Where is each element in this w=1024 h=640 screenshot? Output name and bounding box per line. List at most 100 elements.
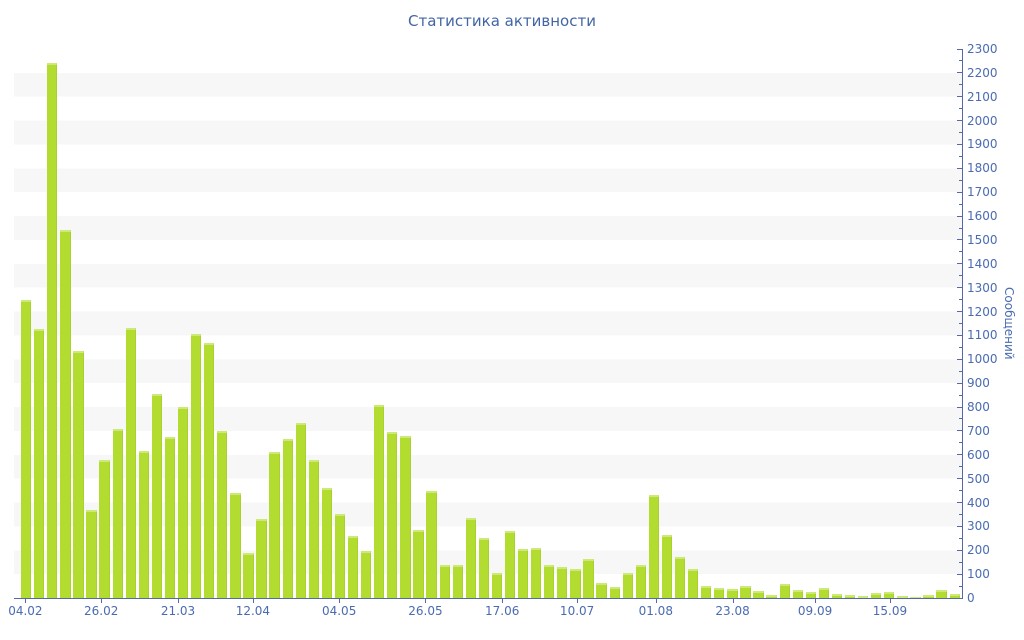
y-tick-label: 300 bbox=[967, 519, 990, 534]
y-tick-label: 0 bbox=[967, 591, 975, 605]
bar[interactable] bbox=[727, 588, 738, 598]
bar[interactable] bbox=[871, 593, 882, 598]
bar[interactable] bbox=[687, 569, 699, 598]
bar[interactable] bbox=[753, 591, 764, 598]
bar[interactable] bbox=[361, 551, 372, 598]
bar[interactable] bbox=[648, 495, 660, 598]
y-major-tick bbox=[957, 406, 962, 408]
bar[interactable] bbox=[99, 459, 110, 598]
y-tick-label: 1900 bbox=[967, 137, 998, 152]
y-minor-tick bbox=[959, 60, 962, 62]
bar[interactable] bbox=[452, 564, 463, 598]
y-tick-label: 2000 bbox=[967, 113, 998, 128]
bar[interactable] bbox=[308, 459, 319, 598]
bar[interactable] bbox=[609, 587, 620, 598]
bar[interactable] bbox=[204, 342, 215, 598]
y-minor-tick bbox=[959, 108, 962, 110]
bar[interactable] bbox=[426, 490, 437, 598]
bar[interactable] bbox=[831, 593, 843, 598]
bar[interactable] bbox=[910, 596, 921, 598]
y-minor-tick bbox=[959, 179, 962, 181]
bar[interactable] bbox=[544, 564, 555, 598]
bar[interactable] bbox=[413, 529, 424, 598]
bar[interactable] bbox=[949, 593, 960, 598]
x-tick-label: 26.02 bbox=[84, 604, 119, 618]
bar[interactable] bbox=[347, 535, 359, 598]
y-tick-label: 1100 bbox=[967, 328, 998, 343]
bar[interactable] bbox=[243, 552, 254, 598]
y-minor-tick bbox=[959, 537, 962, 539]
y-minor-tick bbox=[959, 299, 962, 301]
y-minor-tick bbox=[959, 203, 962, 205]
y-major-tick bbox=[957, 430, 962, 432]
bar[interactable] bbox=[21, 299, 32, 598]
bar[interactable] bbox=[269, 452, 280, 598]
bar[interactable] bbox=[217, 430, 228, 598]
y-tick-label: 1200 bbox=[967, 304, 998, 319]
bar[interactable] bbox=[740, 586, 751, 598]
bar[interactable] bbox=[622, 573, 633, 598]
y-tick-label: 2300 bbox=[967, 42, 998, 56]
bar[interactable] bbox=[858, 596, 869, 598]
bar[interactable] bbox=[256, 519, 267, 598]
bar[interactable] bbox=[884, 591, 895, 598]
bar[interactable] bbox=[295, 422, 306, 598]
bar[interactable] bbox=[387, 432, 398, 598]
y-tick-label: 400 bbox=[967, 495, 990, 510]
bar[interactable] bbox=[491, 572, 503, 598]
bar[interactable] bbox=[766, 595, 777, 598]
bar[interactable] bbox=[86, 509, 97, 598]
bar[interactable] bbox=[478, 538, 490, 598]
bar[interactable] bbox=[230, 492, 241, 598]
bar[interactable] bbox=[282, 439, 293, 598]
x-tick-label: 15.09 bbox=[872, 604, 908, 618]
bar[interactable] bbox=[73, 350, 84, 598]
bar[interactable] bbox=[635, 565, 646, 598]
bar[interactable] bbox=[596, 582, 607, 598]
bar[interactable] bbox=[191, 334, 202, 598]
y-minor-tick bbox=[959, 227, 962, 229]
bar[interactable] bbox=[138, 451, 149, 598]
bar[interactable] bbox=[374, 404, 385, 598]
bar[interactable] bbox=[897, 596, 908, 598]
bar[interactable] bbox=[570, 568, 581, 598]
bar[interactable] bbox=[779, 583, 790, 598]
bar[interactable] bbox=[47, 63, 58, 598]
x-tick-label: 12.04 bbox=[235, 604, 271, 618]
bar[interactable] bbox=[583, 559, 594, 598]
bar[interactable] bbox=[923, 594, 934, 598]
bar[interactable] bbox=[400, 435, 411, 598]
bar[interactable] bbox=[517, 549, 529, 598]
bar[interactable] bbox=[531, 547, 542, 598]
bar[interactable] bbox=[805, 592, 816, 598]
y-minor-tick bbox=[959, 418, 962, 420]
bar[interactable] bbox=[125, 328, 136, 598]
bar[interactable] bbox=[504, 531, 516, 598]
bar[interactable] bbox=[334, 514, 346, 598]
bar[interactable] bbox=[936, 590, 947, 598]
bar[interactable] bbox=[701, 586, 712, 598]
bar[interactable] bbox=[321, 488, 333, 598]
y-major-tick bbox=[957, 167, 962, 169]
bar[interactable] bbox=[465, 518, 476, 598]
y-minor-tick bbox=[959, 323, 962, 324]
bar[interactable] bbox=[818, 588, 830, 598]
bar[interactable] bbox=[60, 230, 71, 598]
bar[interactable] bbox=[844, 594, 856, 598]
bar[interactable] bbox=[177, 407, 189, 598]
bar[interactable] bbox=[164, 436, 176, 598]
bar[interactable] bbox=[674, 557, 686, 598]
x-tick-label: 21.03 bbox=[160, 604, 196, 618]
bar[interactable] bbox=[439, 564, 450, 598]
bar[interactable] bbox=[151, 393, 163, 598]
bar[interactable] bbox=[112, 428, 123, 598]
bar[interactable] bbox=[792, 589, 803, 598]
bar[interactable] bbox=[557, 566, 568, 598]
y-tick-label: 1500 bbox=[967, 232, 998, 247]
bar[interactable] bbox=[661, 534, 673, 598]
bar[interactable] bbox=[714, 587, 725, 598]
y-minor-tick bbox=[959, 84, 962, 86]
bar[interactable] bbox=[34, 329, 45, 598]
x-tick bbox=[101, 599, 103, 603]
y-tick-label: 900 bbox=[967, 376, 990, 391]
